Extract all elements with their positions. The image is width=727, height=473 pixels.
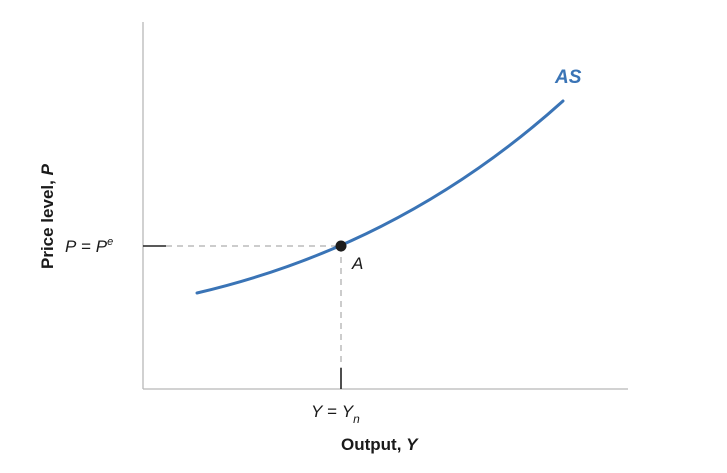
price-label-lhs: P <box>65 237 77 256</box>
y-axis-title-var: P <box>38 163 57 175</box>
y-axis-title-text: Price level, <box>38 175 57 269</box>
output-label-sub: n <box>353 412 360 426</box>
output-label-eq: = <box>322 402 341 421</box>
natural-output-label: Y = Yn <box>311 402 360 426</box>
as-curve <box>195 99 565 295</box>
output-label-lhs: Y <box>311 402 324 421</box>
as-curve-label: AS <box>554 67 582 88</box>
output-label-rhs: Y <box>342 402 355 421</box>
price-label-eq: = <box>76 237 95 256</box>
y-axis-title: Price level, P <box>38 163 57 269</box>
price-label-sup: e <box>107 236 113 248</box>
price-level-label: P = Pe <box>65 236 113 256</box>
price-label-rhs: P <box>96 237 108 256</box>
x-axis-title-var: Y <box>406 435 419 454</box>
equilibrium-point <box>335 240 347 252</box>
point-label: A <box>351 254 363 273</box>
x-axis-title-text: Output, <box>341 435 406 454</box>
x-axis-title: Output, Y <box>341 435 419 454</box>
